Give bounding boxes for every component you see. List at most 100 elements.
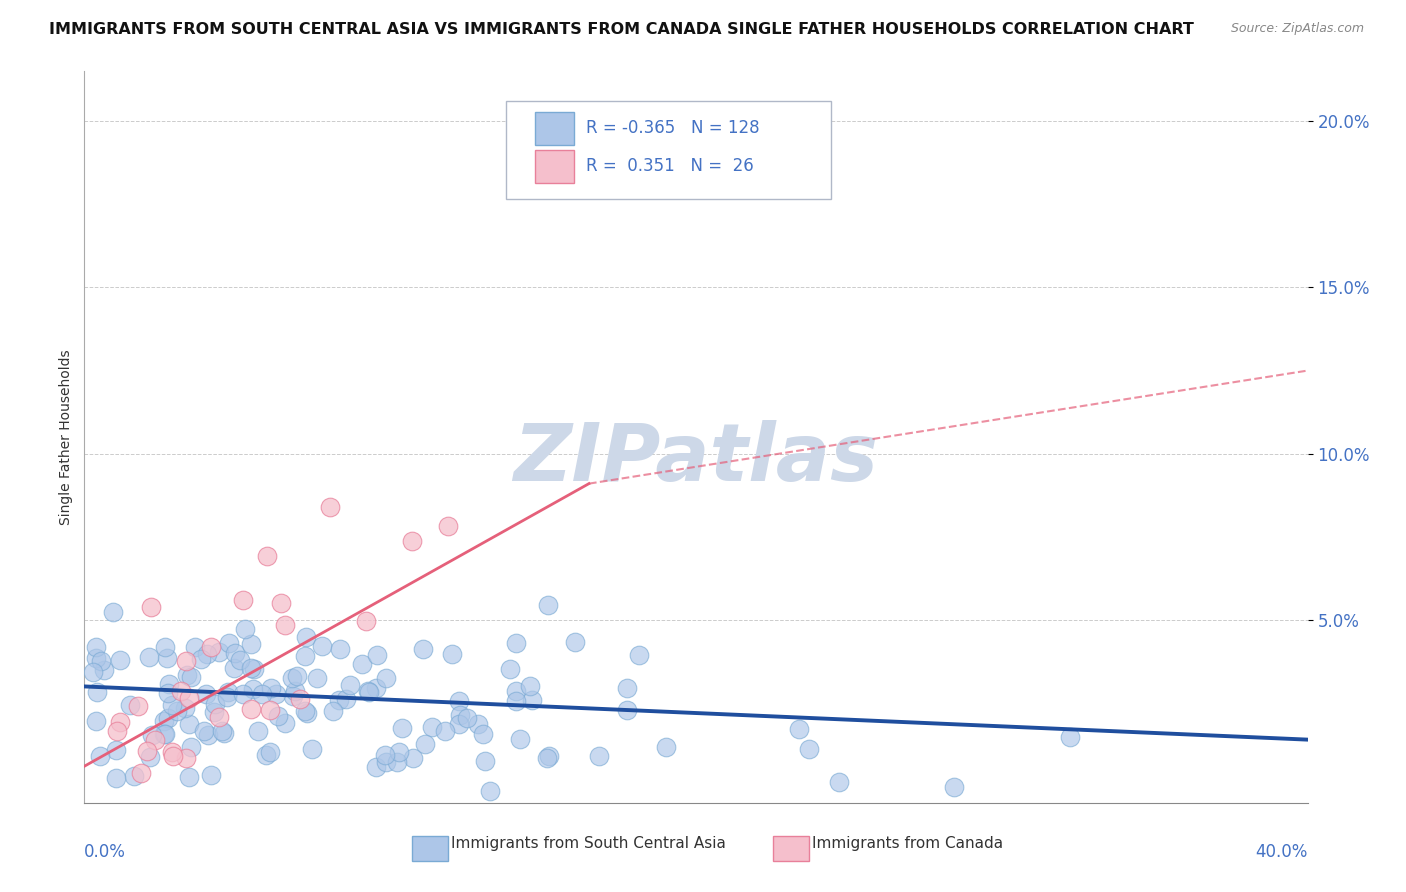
Point bbox=[104, 743, 127, 757]
Point bbox=[449, 694, 471, 708]
Point bbox=[204, 698, 226, 712]
Text: ZIPatlas: ZIPatlas bbox=[513, 420, 879, 498]
Point bbox=[499, 662, 522, 676]
Point bbox=[281, 671, 304, 685]
Text: Immigrants from South Central Asia: Immigrants from South Central Asia bbox=[451, 836, 727, 851]
FancyBboxPatch shape bbox=[534, 112, 574, 145]
Point bbox=[787, 723, 810, 737]
Point bbox=[472, 727, 495, 741]
Point bbox=[242, 681, 264, 696]
Point bbox=[374, 747, 396, 762]
Point bbox=[474, 755, 496, 769]
Point bbox=[564, 635, 586, 649]
Point bbox=[217, 684, 239, 698]
Point bbox=[156, 711, 179, 725]
Point bbox=[799, 741, 821, 756]
Point bbox=[375, 755, 398, 769]
Point bbox=[295, 706, 318, 720]
Point bbox=[169, 684, 191, 698]
Point bbox=[655, 740, 678, 755]
Point bbox=[536, 750, 558, 764]
Point bbox=[616, 703, 638, 717]
FancyBboxPatch shape bbox=[534, 150, 574, 183]
Point bbox=[162, 745, 184, 759]
Point bbox=[212, 726, 235, 740]
Point bbox=[301, 742, 323, 756]
Point bbox=[266, 687, 288, 701]
Point bbox=[176, 654, 198, 668]
Point bbox=[328, 693, 350, 707]
Point bbox=[84, 640, 107, 655]
Point bbox=[520, 692, 543, 706]
Point bbox=[356, 683, 378, 698]
Point bbox=[86, 685, 108, 699]
FancyBboxPatch shape bbox=[412, 837, 447, 862]
Point bbox=[156, 686, 179, 700]
Point bbox=[537, 598, 560, 612]
Point bbox=[505, 636, 527, 650]
Point bbox=[505, 694, 527, 708]
Text: 0.0%: 0.0% bbox=[84, 843, 127, 861]
Point bbox=[233, 622, 256, 636]
Point bbox=[200, 640, 222, 654]
Point bbox=[250, 687, 273, 701]
Text: IMMIGRANTS FROM SOUTH CENTRAL ASIA VS IMMIGRANTS FROM CANADA SINGLE FATHER HOUSE: IMMIGRANTS FROM SOUTH CENTRAL ASIA VS IM… bbox=[49, 22, 1194, 37]
Point bbox=[195, 648, 218, 662]
Point bbox=[200, 768, 222, 782]
Point bbox=[127, 698, 149, 713]
Text: R =  0.351   N =  26: R = 0.351 N = 26 bbox=[586, 158, 754, 176]
Point bbox=[401, 533, 423, 548]
Point bbox=[295, 630, 318, 644]
Point bbox=[240, 637, 263, 651]
Point bbox=[259, 703, 281, 717]
Point bbox=[412, 641, 434, 656]
Point bbox=[267, 709, 290, 723]
Point bbox=[352, 657, 374, 672]
Text: R = -0.365   N = 128: R = -0.365 N = 128 bbox=[586, 120, 759, 137]
Point bbox=[828, 775, 851, 789]
Point bbox=[311, 639, 333, 653]
Point bbox=[239, 702, 262, 716]
Point bbox=[288, 692, 311, 706]
Point bbox=[153, 727, 176, 741]
Point bbox=[616, 681, 638, 695]
Point bbox=[84, 714, 107, 729]
Point bbox=[240, 661, 263, 675]
Point bbox=[449, 708, 471, 723]
Point bbox=[305, 671, 328, 685]
Point bbox=[1059, 730, 1081, 744]
Point bbox=[162, 698, 184, 712]
Point bbox=[273, 618, 295, 632]
Point bbox=[387, 755, 409, 769]
Point bbox=[224, 647, 246, 661]
Point bbox=[319, 500, 342, 514]
FancyBboxPatch shape bbox=[773, 837, 808, 862]
Point bbox=[166, 704, 188, 718]
Point bbox=[138, 650, 160, 665]
Point bbox=[180, 739, 202, 754]
Point bbox=[143, 732, 166, 747]
Point bbox=[184, 640, 207, 654]
Point bbox=[232, 687, 254, 701]
Point bbox=[190, 652, 212, 666]
Point bbox=[247, 724, 270, 739]
Point bbox=[447, 717, 470, 731]
Point bbox=[193, 723, 215, 738]
Point bbox=[105, 724, 128, 739]
Point bbox=[437, 518, 460, 533]
Point bbox=[139, 750, 162, 764]
Text: Source: ZipAtlas.com: Source: ZipAtlas.com bbox=[1230, 22, 1364, 36]
Point bbox=[129, 765, 152, 780]
Point bbox=[89, 749, 111, 764]
Point bbox=[243, 662, 266, 676]
Point bbox=[388, 745, 411, 759]
Point bbox=[157, 677, 180, 691]
Point bbox=[232, 592, 254, 607]
Point bbox=[254, 748, 277, 763]
Point bbox=[329, 641, 352, 656]
Point bbox=[197, 728, 219, 742]
Point bbox=[339, 678, 361, 692]
Point bbox=[195, 687, 218, 701]
Point bbox=[509, 731, 531, 746]
Point bbox=[359, 685, 381, 699]
